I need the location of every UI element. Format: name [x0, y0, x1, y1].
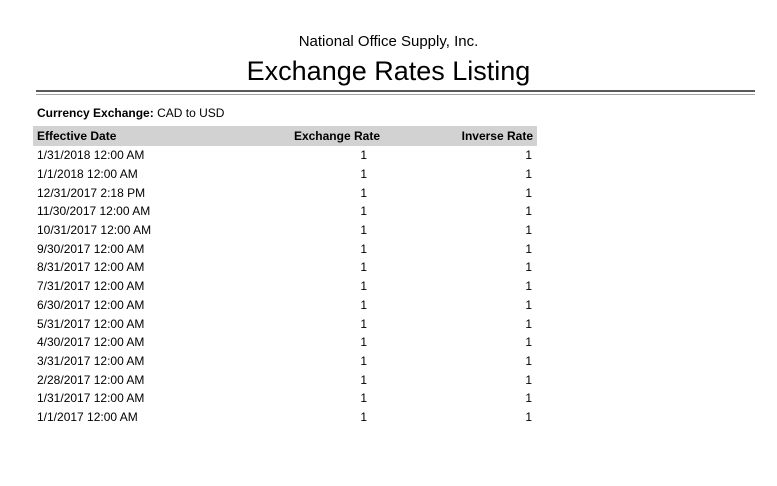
table-row: 3/31/2017 12:00 AM 1 1 [33, 352, 537, 371]
exchange-rates-table: Effective Date Exchange Rate Inverse Rat… [33, 126, 537, 426]
rates-table-body: 1/31/2018 12:00 AM 1 1 1/1/2018 12:00 AM 1 1 1… [33, 146, 537, 426]
exchange-rate-cell: 1 [360, 279, 367, 294]
exchange-rate-cell: 1 [360, 223, 367, 238]
inverse-rate-cell: 1 [525, 316, 532, 331]
effective-date-cell: 1/31/2018 12:00 AM [37, 148, 145, 163]
effective-date-cell: 12/31/2017 2:18 PM [37, 185, 146, 200]
inverse-rate-cell: 1 [525, 260, 532, 275]
inverse-rate-cell: 1 [525, 297, 532, 312]
exchange-rate-cell: 1 [360, 391, 367, 406]
effective-date-cell: 4/30/2017 12:00 AM [37, 335, 145, 350]
table-header-row: Effective Date Exchange Rate Inverse Rat… [33, 126, 537, 146]
effective-date-cell: 1/1/2017 12:00 AM [37, 409, 138, 424]
table-row: 10/31/2017 12:00 AM 1 1 [33, 221, 537, 240]
exchange-rate-cell: 1 [360, 148, 367, 163]
inverse-rate-cell: 1 [525, 241, 532, 256]
currency-exchange-value: CAD to USD [157, 106, 225, 120]
table-row: 1/1/2017 12:00 AM 1 1 [33, 408, 537, 427]
report-title: Exchange Rates Listing [246, 56, 531, 86]
column-header-effective-date: Effective Date [33, 126, 243, 146]
table-row: 1/31/2017 12:00 AM 1 1 [33, 389, 537, 408]
exchange-rate-cell: 1 [360, 260, 367, 275]
exchange-rate-cell: 1 [360, 241, 367, 256]
table-row: 2/28/2017 12:00 AM 1 1 [33, 370, 537, 389]
inverse-rate-cell: 1 [525, 409, 532, 424]
exchange-rate-cell: 1 [360, 185, 367, 200]
exchange-rate-cell: 1 [360, 204, 367, 219]
exchange-rate-cell: 1 [360, 409, 367, 424]
inverse-rate-cell: 1 [525, 148, 532, 163]
inverse-rate-cell: 1 [525, 185, 532, 200]
table-row: 4/30/2017 12:00 AM 1 1 [33, 333, 537, 352]
effective-date-cell: 6/30/2017 12:00 AM [37, 297, 145, 312]
effective-date-cell: 5/31/2017 12:00 AM [37, 316, 145, 331]
inverse-rate-cell: 1 [525, 335, 532, 350]
exchange-rate-cell: 1 [360, 297, 367, 312]
inverse-rate-cell: 1 [525, 167, 532, 182]
table-row: 7/31/2017 12:00 AM 1 1 [33, 277, 537, 296]
exchange-rate-cell: 1 [360, 353, 367, 368]
inverse-rate-cell: 1 [525, 223, 532, 238]
currency-exchange-label: Currency Exchange: [37, 106, 154, 120]
inverse-rate-cell: 1 [525, 279, 532, 294]
effective-date-cell: 7/31/2017 12:00 AM [37, 279, 145, 294]
exchange-rate-cell: 1 [360, 316, 367, 331]
exchange-rate-cell: 1 [360, 335, 367, 350]
table-row: 8/31/2017 12:00 AM 1 1 [33, 258, 537, 277]
effective-date-cell: 1/31/2017 12:00 AM [37, 391, 145, 406]
effective-date-cell: 3/31/2017 12:00 AM [37, 353, 145, 368]
exchange-rate-cell: 1 [360, 372, 367, 387]
effective-date-cell: 9/30/2017 12:00 AM [37, 241, 145, 256]
table-row: 6/30/2017 12:00 AM 1 1 [33, 296, 537, 315]
inverse-rate-cell: 1 [525, 391, 532, 406]
inverse-rate-cell: 1 [525, 372, 532, 387]
effective-date-cell: 8/31/2017 12:00 AM [37, 260, 145, 275]
title-divider-rule [36, 90, 755, 95]
effective-date-cell: 1/1/2018 12:00 AM [37, 167, 138, 182]
column-header-inverse-rate: Inverse Rate [383, 126, 537, 146]
currency-exchange-line: Currency Exchange: CAD to USD [37, 105, 777, 121]
company-name: National Office Supply, Inc. [298, 33, 479, 50]
table-row: 11/30/2017 12:00 AM 1 1 [33, 202, 537, 221]
inverse-rate-cell: 1 [525, 353, 532, 368]
table-row: 1/1/2018 12:00 AM 1 1 [33, 165, 537, 184]
table-row: 9/30/2017 12:00 AM 1 1 [33, 239, 537, 258]
inverse-rate-cell: 1 [525, 204, 532, 219]
table-row: 1/31/2018 12:00 AM 1 1 [33, 146, 537, 165]
column-header-exchange-rate: Exchange Rate [243, 126, 383, 146]
effective-date-cell: 11/30/2017 12:00 AM [37, 204, 151, 219]
effective-date-cell: 2/28/2017 12:00 AM [37, 372, 145, 387]
table-row: 12/31/2017 2:18 PM 1 1 [33, 183, 537, 202]
exchange-rate-cell: 1 [360, 167, 367, 182]
table-row: 5/31/2017 12:00 AM 1 1 [33, 314, 537, 333]
effective-date-cell: 10/31/2017 12:00 AM [37, 223, 152, 238]
